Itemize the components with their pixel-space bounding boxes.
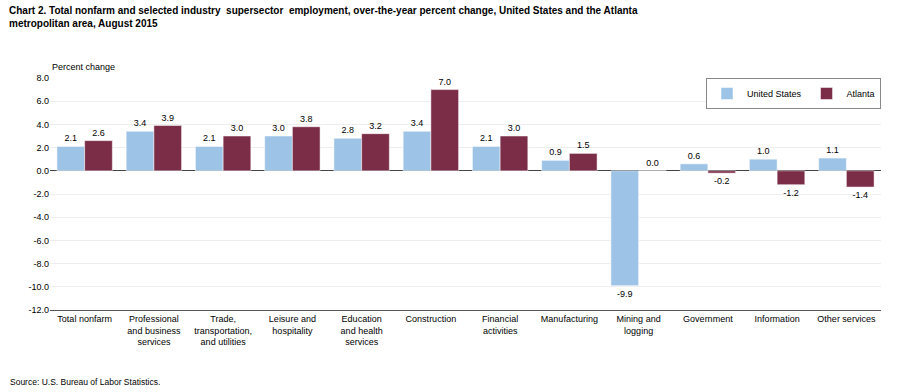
- svg-text:0.0: 0.0: [36, 166, 49, 176]
- svg-text:Information: Information: [755, 314, 800, 324]
- svg-text:Total nonfarm: Total nonfarm: [57, 314, 112, 324]
- svg-text:4.0: 4.0: [36, 120, 49, 130]
- svg-text:3.4: 3.4: [134, 118, 147, 128]
- svg-text:3.2: 3.2: [369, 121, 382, 131]
- svg-text:3.0: 3.0: [508, 123, 521, 133]
- svg-text:2.1: 2.1: [480, 133, 493, 143]
- svg-text:Percent change: Percent change: [52, 62, 115, 72]
- svg-text:2.0: 2.0: [36, 143, 49, 153]
- svg-text:0.6: 0.6: [688, 151, 701, 161]
- svg-text:Educationand healthservices: Educationand healthservices: [341, 314, 383, 347]
- svg-text:United States: United States: [747, 89, 802, 99]
- svg-text:Government: Government: [683, 314, 733, 324]
- svg-text:-8.0: -8.0: [33, 259, 49, 269]
- svg-text:-10.0: -10.0: [28, 282, 49, 292]
- svg-text:Manufacturing: Manufacturing: [541, 314, 598, 324]
- svg-text:1.0: 1.0: [757, 146, 770, 156]
- svg-text:2.6: 2.6: [92, 128, 105, 138]
- svg-text:-12.0: -12.0: [28, 305, 49, 315]
- svg-text:3.0: 3.0: [231, 123, 244, 133]
- svg-text:Professionaland businessservic: Professionaland businessservices: [127, 314, 181, 347]
- svg-text:-1.2: -1.2: [783, 188, 799, 198]
- svg-text:3.0: 3.0: [272, 123, 285, 133]
- svg-text:-6.0: -6.0: [33, 236, 49, 246]
- svg-text:Mining andlogging: Mining andlogging: [617, 314, 661, 336]
- svg-text:Source: U.S. Bureau of Labor S: Source: U.S. Bureau of Labor Statistics.: [10, 377, 160, 387]
- svg-text:-0.2: -0.2: [714, 176, 730, 186]
- svg-text:3.8: 3.8: [300, 114, 313, 124]
- svg-text:2.1: 2.1: [65, 133, 78, 143]
- svg-text:Leisure andhospitality: Leisure andhospitality: [269, 314, 316, 336]
- svg-text:8.0: 8.0: [36, 73, 49, 83]
- svg-text:0.9: 0.9: [549, 147, 562, 157]
- svg-text:-4.0: -4.0: [33, 212, 49, 222]
- svg-text:0.0: 0.0: [646, 158, 659, 168]
- svg-text:3.4: 3.4: [411, 118, 424, 128]
- svg-text:1.5: 1.5: [577, 140, 590, 150]
- svg-text:2.1: 2.1: [203, 133, 216, 143]
- svg-text:-1.4: -1.4: [852, 190, 868, 200]
- svg-text:-2.0: -2.0: [33, 189, 49, 199]
- svg-text:Atlanta: Atlanta: [847, 89, 875, 99]
- svg-text:Other services: Other services: [817, 314, 876, 324]
- svg-text:-9.9: -9.9: [617, 289, 633, 299]
- svg-text:Chart 2. Total nonfarm and sel: Chart 2. Total nonfarm and selected indu…: [9, 5, 638, 29]
- svg-text:7.0: 7.0: [438, 77, 451, 87]
- svg-text:3.9: 3.9: [161, 113, 174, 123]
- svg-text:2.8: 2.8: [342, 125, 355, 135]
- svg-text:6.0: 6.0: [36, 96, 49, 106]
- svg-text:1.1: 1.1: [826, 145, 839, 155]
- svg-text:Trade,transportation,and utili: Trade,transportation,and utilities: [194, 314, 252, 347]
- svg-text:Financialactivities: Financialactivities: [482, 314, 518, 336]
- svg-text:Construction: Construction: [406, 314, 457, 324]
